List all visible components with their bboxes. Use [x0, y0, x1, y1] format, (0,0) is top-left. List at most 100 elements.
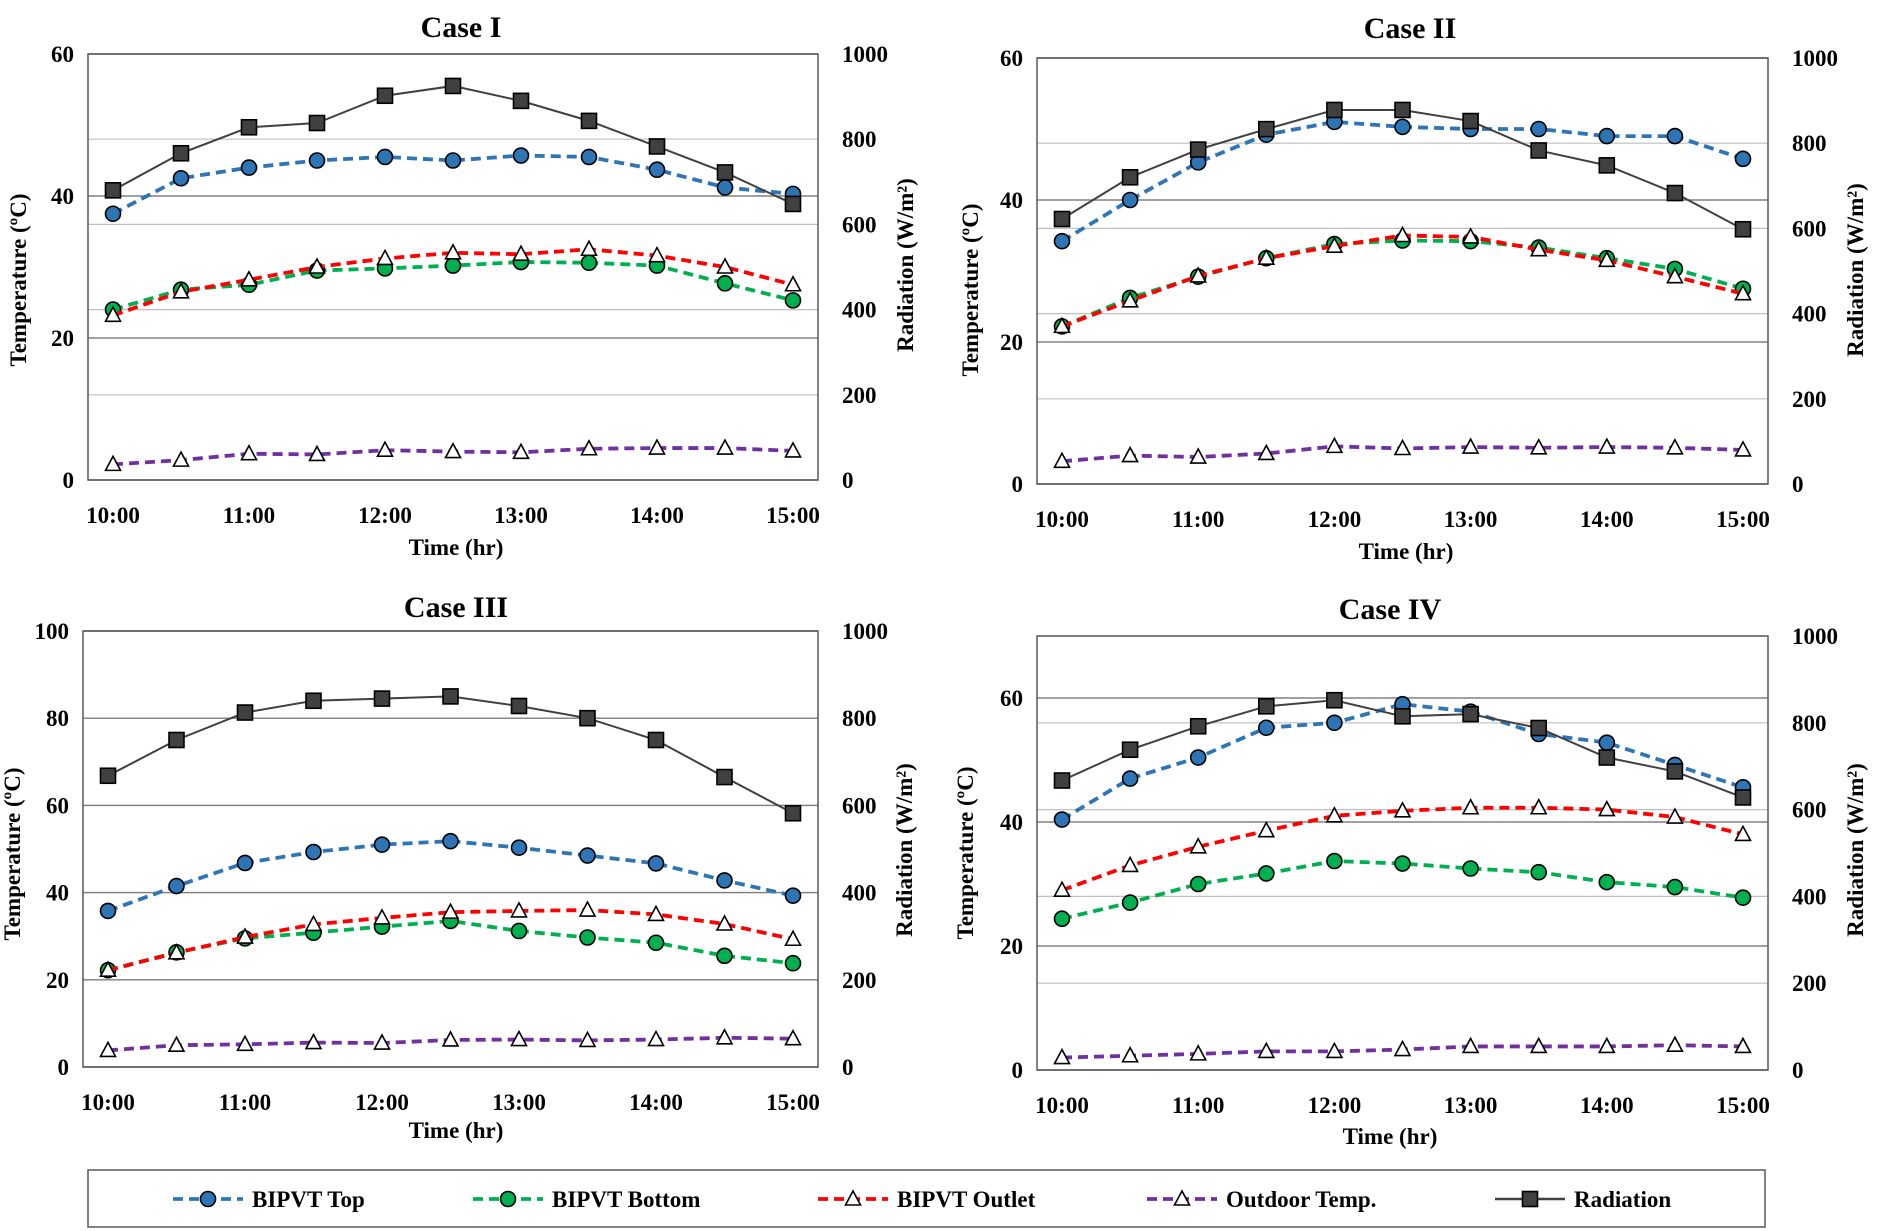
- x-tick-label: 14:00: [1580, 1093, 1634, 1118]
- y2-tick-label: 200: [842, 383, 877, 408]
- y2-tick-label: 800: [842, 127, 877, 152]
- data-point-bipvt-top: [716, 872, 733, 889]
- panel-case-ii: Case II Time (hr) Temperature (ºC) Radia…: [958, 12, 1868, 564]
- y2-axis-label: Radiation (W/m²): [893, 178, 918, 352]
- data-point-bipvt-bottom: [1666, 878, 1684, 896]
- data-point-bipvt-outlet: [1325, 236, 1344, 253]
- y-tick-label: 0: [63, 468, 75, 493]
- data-point-outdoor: [1597, 1036, 1616, 1054]
- data-point-bipvt-outlet: [240, 270, 258, 287]
- data-point-bipvt-outlet: [1734, 824, 1752, 842]
- data-point-bipvt-outlet: [1121, 291, 1139, 308]
- data-point-bipvt-bottom: [784, 954, 802, 972]
- data-point-radiation: [716, 768, 733, 786]
- panel-case-iii: Case III Time (hr) Temperature (ºC) Radi…: [0, 591, 917, 1143]
- y-tick-label: 60: [1000, 46, 1023, 71]
- x-axis-label: Time (hr): [1359, 539, 1454, 564]
- data-point-radiation: [236, 704, 254, 721]
- data-point-bipvt-top: [784, 887, 802, 904]
- y2-tick-label: 800: [842, 706, 877, 731]
- data-point-radiation: [579, 709, 596, 727]
- data-point-bipvt-top: [648, 161, 666, 179]
- data-point-bipvt-outlet: [1666, 266, 1684, 284]
- data-point-outdoor: [784, 1028, 802, 1046]
- y2-tick-label: 400: [1792, 884, 1827, 909]
- data-point-bipvt-top: [1053, 811, 1071, 828]
- x-tick-label: 13:00: [1444, 1093, 1498, 1118]
- data-point-bipvt-top: [1394, 118, 1411, 136]
- y2-tick-label: 1000: [1792, 624, 1838, 649]
- y2-tick-label: 200: [842, 968, 877, 993]
- legend-label: Radiation: [1574, 1187, 1671, 1212]
- y2-tick-label: 0: [842, 468, 854, 493]
- data-point-bipvt-bottom: [1326, 852, 1343, 870]
- data-point-radiation: [1598, 749, 1616, 766]
- series-line-bipvt-top: [1061, 702, 1744, 822]
- plot-area: [87, 53, 819, 481]
- data-point-radiation: [784, 195, 802, 213]
- data-point-outdoor: [1189, 447, 1208, 464]
- data-point-outdoor: [444, 441, 462, 459]
- data-point-bipvt-outlet: [376, 248, 394, 266]
- data-point-radiation: [99, 767, 117, 785]
- y-axis-label: Temperature (ºC): [0, 767, 25, 940]
- data-point-bipvt-bottom: [1189, 875, 1207, 893]
- data-point-bipvt-outlet: [373, 908, 391, 925]
- x-tick-label: 14:00: [1580, 507, 1634, 532]
- data-point-outdoor: [716, 438, 734, 455]
- data-point-outdoor: [578, 1030, 597, 1048]
- data-point-outdoor: [1325, 1041, 1344, 1059]
- data-point-bipvt-outlet: [444, 243, 462, 260]
- x-tick-label: 13:00: [494, 503, 548, 528]
- y-tick-label: 20: [1000, 330, 1023, 355]
- data-point-outdoor: [512, 442, 530, 460]
- legend-label: BIPVT Outlet: [897, 1187, 1036, 1212]
- legend-box: [87, 1169, 1766, 1228]
- data-point-radiation: [580, 112, 598, 130]
- data-point-bipvt-bottom: [444, 257, 462, 274]
- panel-title: Case II: [1364, 12, 1457, 45]
- data-point-radiation: [1121, 741, 1139, 759]
- data-point-outdoor: [1393, 438, 1412, 456]
- data-point-bipvt-top: [716, 179, 734, 196]
- data-point-radiation: [1462, 705, 1479, 723]
- y2-tick-label: 400: [842, 298, 877, 323]
- data-point-radiation: [1258, 120, 1275, 138]
- y-tick-label: 20: [51, 326, 74, 351]
- data-point-radiation: [716, 164, 734, 181]
- data-point-bipvt-outlet: [715, 914, 734, 931]
- data-point-bipvt-top: [442, 832, 459, 850]
- data-point-outdoor: [1734, 440, 1752, 457]
- legend-item-bipvt-outlet: BIPVT Outlet: [818, 1187, 1036, 1212]
- y-tick-label: 0: [58, 1055, 70, 1080]
- data-point-bipvt-outlet: [510, 901, 528, 918]
- data-point-bipvt-bottom: [1053, 910, 1071, 928]
- y2-tick-label: 800: [1792, 711, 1827, 736]
- data-point-outdoor: [167, 1035, 186, 1052]
- data-point-bipvt-outlet: [1666, 807, 1684, 824]
- x-tick-label: 14:00: [629, 1090, 683, 1115]
- data-point-bipvt-outlet: [172, 282, 190, 299]
- data-point-bipvt-top: [99, 902, 117, 920]
- data-point-bipvt-top: [1666, 127, 1684, 145]
- data-point-radiation: [1326, 101, 1343, 119]
- data-point-bipvt-outlet: [1053, 880, 1071, 898]
- data-point-radiation: [240, 118, 258, 136]
- plot-area: [82, 630, 819, 1068]
- data-point-radiation: [1189, 717, 1207, 735]
- data-point-bipvt-outlet: [99, 960, 117, 978]
- data-point-bipvt-outlet: [1393, 801, 1412, 818]
- x-tick-label: 11:00: [1172, 1093, 1224, 1118]
- data-point-outdoor: [240, 444, 258, 461]
- data-point-bipvt-outlet: [1461, 798, 1480, 815]
- series-line-bipvt-top: [1061, 119, 1744, 243]
- data-point-outdoor: [1257, 443, 1276, 461]
- y2-tick-label: 0: [1792, 1058, 1804, 1083]
- data-point-bipvt-bottom: [716, 947, 733, 965]
- data-point-bipvt-top: [236, 854, 254, 872]
- data-point-bipvt-top: [512, 147, 530, 164]
- data-point-bipvt-outlet: [441, 902, 460, 920]
- data-point-bipvt-outlet: [648, 245, 666, 263]
- data-point-bipvt-top: [1121, 770, 1139, 787]
- series-line-bipvt-bottom: [1061, 859, 1744, 921]
